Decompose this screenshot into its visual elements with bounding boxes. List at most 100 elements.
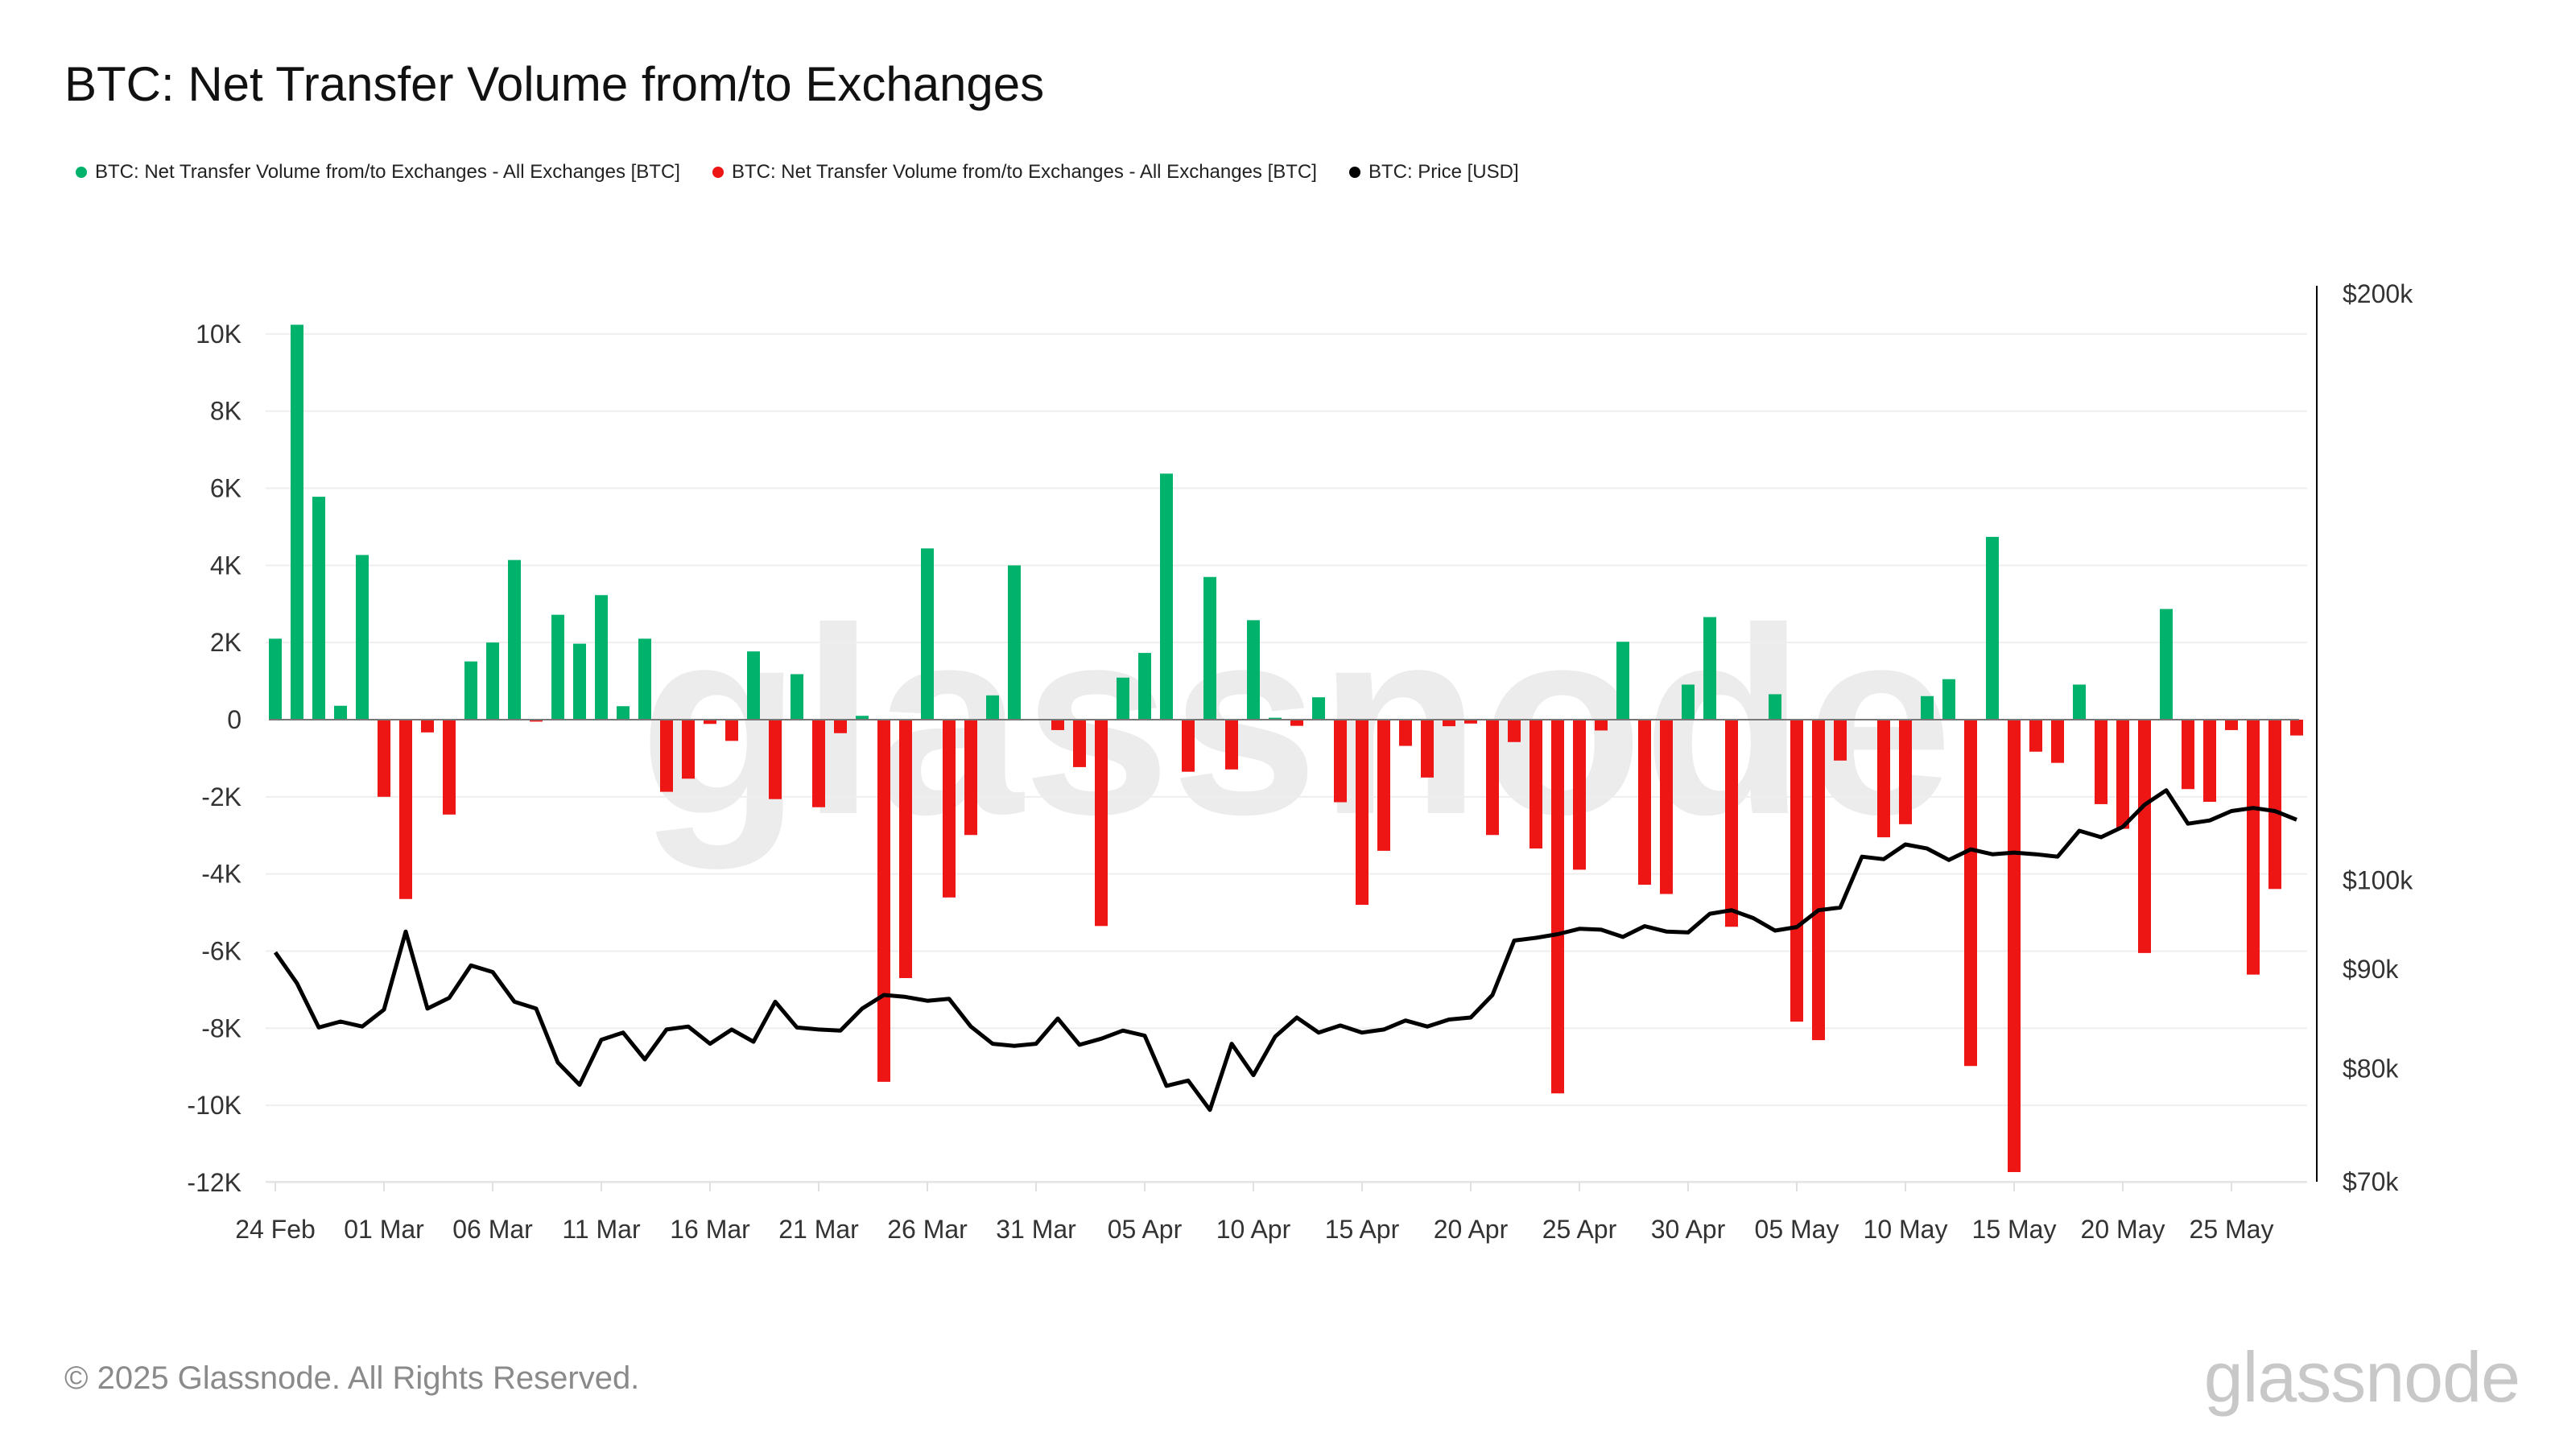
bar-outflow [1464, 720, 1477, 724]
x-tick-label: 01 Mar [344, 1215, 424, 1244]
legend-dot-green-icon [76, 167, 87, 178]
legend-item-inflow[interactable]: BTC: Net Transfer Volume from/to Exchang… [76, 161, 680, 184]
bar-outflow [2290, 720, 2303, 736]
bar-outflow [399, 720, 412, 899]
x-tick-label: 20 Apr [1434, 1215, 1509, 1244]
bar-inflow [291, 324, 303, 720]
bar-outflow [1399, 720, 1412, 746]
legend-item-outflow[interactable]: BTC: Net Transfer Volume from/to Exchang… [712, 161, 1317, 184]
y-right-tick-label: $70k [2343, 1167, 2399, 1196]
bar-outflow [2203, 720, 2216, 803]
bar-outflow [1595, 720, 1608, 731]
bar-outflow [1638, 720, 1651, 886]
bar-inflow [1682, 684, 1695, 720]
bar-outflow [877, 720, 890, 1082]
bar-outflow [1225, 720, 1238, 770]
bar-outflow [1812, 720, 1825, 1041]
bar-inflow [573, 643, 586, 720]
y-left-tick-label: 10K [196, 320, 242, 349]
bar-outflow [1377, 720, 1390, 851]
bar-outflow [2182, 720, 2194, 790]
bar-outflow [1551, 720, 1564, 1094]
bar-outflow [1790, 720, 1803, 1022]
bar-outflow [2116, 720, 2129, 829]
x-tick-label: 21 Mar [778, 1215, 859, 1244]
bar-inflow [1138, 653, 1151, 720]
x-tick-label: 10 Apr [1216, 1215, 1291, 1244]
y-left-tick-label: -4K [201, 860, 242, 889]
x-tick-label: 31 Mar [996, 1215, 1076, 1244]
bar-inflow [1247, 620, 1260, 720]
bar-outflow [769, 720, 782, 799]
bar-outflow [2029, 720, 2042, 752]
bar-inflow [1203, 576, 1216, 720]
bar-inflow [1616, 642, 1629, 720]
bar-inflow [1160, 473, 1173, 720]
axes: 10K 8K 6K 4K 2K 0 -2K -4K -6K -8K -10K -12K $200k $10… [187, 279, 2413, 1244]
bar-inflow [2073, 684, 2086, 720]
copyright-footer: © 2025 Glassnode. All Rights Reserved. [64, 1360, 640, 1396]
bar-inflow [312, 497, 325, 720]
bar-outflow [1443, 720, 1455, 727]
bar-inflow [1769, 694, 1781, 720]
bar-outflow [943, 720, 956, 898]
bar-inflow [1921, 696, 1934, 720]
bar-outflow [1486, 720, 1499, 836]
y-left-tick-label: -8K [201, 1013, 242, 1042]
bar-inflow [791, 674, 803, 720]
x-tick-label: 05 May [1755, 1215, 1839, 1244]
bar-inflow [856, 716, 869, 720]
bar-outflow [1051, 720, 1064, 730]
y-right-tick-label: $90k [2343, 955, 2399, 984]
glassnode-logo[interactable]: glassnode [2203, 1337, 2520, 1417]
bar-inflow [595, 595, 608, 720]
bar-outflow [1530, 720, 1542, 849]
bar-inflow [269, 638, 282, 720]
bar-outflow [682, 720, 695, 779]
bar-outflow [1660, 720, 1673, 894]
bar-inflow [1008, 565, 1021, 720]
x-tick-label: 26 Mar [887, 1215, 968, 1244]
x-tick-label: 15 May [1972, 1215, 2057, 1244]
x-tick-label: 25 Apr [1542, 1215, 1617, 1244]
bar-inflow [356, 555, 369, 720]
x-tick-label: 24 Feb [235, 1215, 316, 1244]
bar-inflow [334, 705, 347, 720]
price-line-group [273, 788, 2297, 1113]
bars [269, 324, 2303, 1172]
bar-outflow [421, 720, 434, 733]
bar-outflow [1508, 720, 1521, 742]
y-left-tick-label: 6K [210, 474, 242, 503]
x-tick-label: 30 Apr [1651, 1215, 1726, 1244]
x-tick-label: 16 Mar [670, 1215, 750, 1244]
y-right-tick-label: $200k [2343, 279, 2413, 308]
bar-outflow [1573, 720, 1586, 870]
legend-item-price[interactable]: BTC: Price [USD] [1348, 161, 1519, 184]
bar-outflow [899, 720, 912, 978]
legend-label: BTC: Net Transfer Volume from/to Exchang… [95, 161, 680, 183]
bar-outflow [2247, 720, 2260, 975]
bar-outflow [1095, 720, 1108, 927]
bar-outflow [725, 720, 738, 741]
bar-inflow [986, 695, 999, 720]
bar-outflow [2268, 720, 2281, 890]
bar-outflow [1182, 720, 1195, 772]
bar-outflow [2225, 720, 2238, 730]
legend-label: BTC: Price [USD] [1368, 161, 1519, 183]
bar-outflow [378, 720, 390, 797]
bar-inflow [617, 706, 630, 720]
y-right-tick-label: $80k [2343, 1055, 2399, 1084]
bar-outflow [1877, 720, 1890, 838]
y-left-tick-label: 0 [227, 705, 242, 734]
bar-inflow [638, 638, 651, 720]
y-left-tick-label: 4K [210, 551, 242, 580]
bar-outflow [1356, 720, 1368, 905]
price-line [273, 788, 2297, 1113]
bar-outflow [2008, 720, 2021, 1172]
bar-inflow [747, 651, 760, 720]
y-left-tick-label: -12K [187, 1168, 242, 1197]
x-tick-label: 05 Apr [1108, 1215, 1183, 1244]
bar-outflow [530, 720, 543, 722]
bar-outflow [2051, 720, 2064, 763]
